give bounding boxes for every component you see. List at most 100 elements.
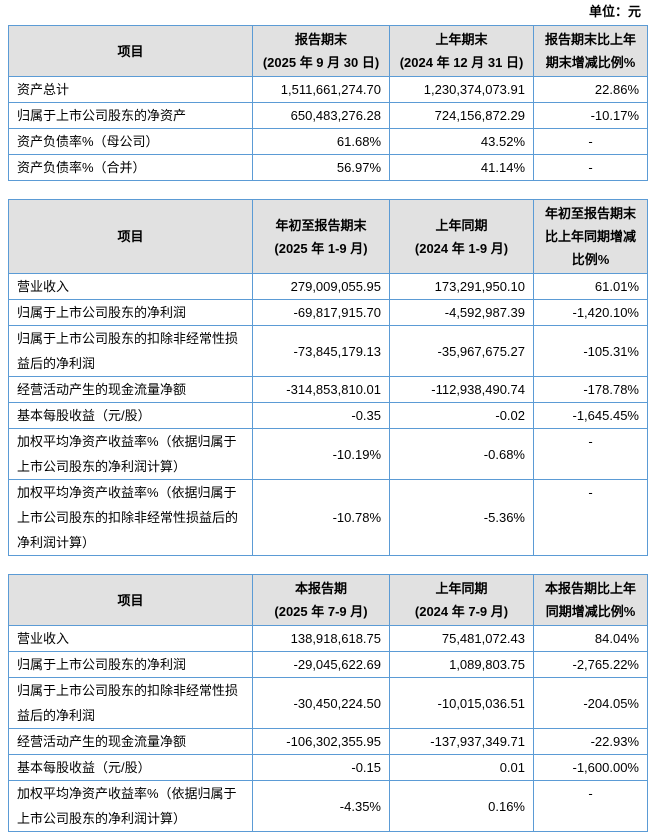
table-row: 加权平均净资产收益率%（依据归属于上市公司股东的扣除非经常性损益后的净利润计算）…	[8, 479, 648, 556]
row-label: 营业收入	[8, 625, 253, 652]
value-prior: -112,938,490.74	[389, 376, 534, 403]
value-current: 279,009,055.95	[252, 273, 390, 300]
value-current: -69,817,915.70	[252, 299, 390, 326]
value-change: -105.31%	[533, 325, 648, 377]
header-prior-period: 上年同期 (2024 年 1-9 月)	[389, 199, 534, 274]
value-change: 22.86%	[533, 76, 648, 103]
value-prior: 43.52%	[389, 128, 534, 155]
value-prior: -137,937,349.71	[389, 728, 534, 755]
table-header-row: 项目 本报告期 (2025 年 7-9 月) 上年同期 (2024 年 7-9 …	[8, 574, 648, 626]
header-item: 项目	[8, 25, 253, 77]
row-label: 营业收入	[8, 273, 253, 300]
table-row: 归属于上市公司股东的净利润 -29,045,622.69 1,089,803.7…	[8, 651, 648, 678]
value-prior: 724,156,872.29	[389, 102, 534, 129]
value-change: 61.01%	[533, 273, 648, 300]
header-prior-period-end: 上年期末 (2024 年 12 月 31 日)	[389, 25, 534, 77]
value-prior: -4,592,987.39	[389, 299, 534, 326]
row-label: 归属于上市公司股东的净资产	[8, 102, 253, 129]
value-current: -10.78%	[252, 479, 390, 556]
value-change: -2,765.22%	[533, 651, 648, 678]
unit-label: 单位：元	[588, 4, 641, 19]
header-item: 项目	[8, 199, 253, 274]
header-current-quarter: 本报告期 (2025 年 7-9 月)	[252, 574, 390, 626]
value-current: 138,918,618.75	[252, 625, 390, 652]
value-prior: 75,481,072.43	[389, 625, 534, 652]
table-row: 归属于上市公司股东的净利润 -69,817,915.70 -4,592,987.…	[8, 299, 648, 326]
header-change-ratio: 报告期末比上年 期末增减比例%	[533, 25, 648, 77]
row-label: 归属于上市公司股东的扣除非经常性损益后的净利润	[8, 677, 253, 729]
value-change: -1,645.45%	[533, 402, 648, 429]
table-period-end-balance: 项目 报告期末 (2025 年 9 月 30 日) 上年期末 (2024 年 1…	[8, 25, 648, 181]
value-change: -1,600.00%	[533, 754, 648, 781]
value-change: -	[533, 780, 648, 832]
value-prior: -5.36%	[389, 479, 534, 556]
table-row: 资产总计 1,511,661,274.70 1,230,374,073.91 2…	[8, 76, 648, 103]
table-current-quarter-income: 项目 本报告期 (2025 年 7-9 月) 上年同期 (2024 年 7-9 …	[8, 574, 648, 832]
row-label: 归属于上市公司股东的净利润	[8, 299, 253, 326]
table-row: 加权平均净资产收益率%（依据归属于上市公司股东的净利润计算） -10.19% -…	[8, 428, 648, 480]
row-label: 经营活动产生的现金流量净额	[8, 376, 253, 403]
value-prior: 0.01	[389, 754, 534, 781]
table-row: 加权平均净资产收益率%（依据归属于上市公司股东的净利润计算） -4.35% 0.…	[8, 780, 648, 832]
table-row: 资产负债率%（母公司） 61.68% 43.52% -	[8, 128, 648, 155]
table-row: 资产负债率%（合并） 56.97% 41.14% -	[8, 154, 648, 181]
table-row: 归属于上市公司股东的扣除非经常性损益后的净利润 -73,845,179.13 -…	[8, 325, 648, 377]
value-current: 1,511,661,274.70	[252, 76, 390, 103]
value-current: 650,483,276.28	[252, 102, 390, 129]
value-current: 61.68%	[252, 128, 390, 155]
value-current: -0.15	[252, 754, 390, 781]
value-change: -204.05%	[533, 677, 648, 729]
value-prior: 1,230,374,073.91	[389, 76, 534, 103]
table-row: 归属于上市公司股东的扣除非经常性损益后的净利润 -30,450,224.50 -…	[8, 677, 648, 729]
table-row: 经营活动产生的现金流量净额 -314,853,810.01 -112,938,4…	[8, 376, 648, 403]
row-label: 资产负债率%（合并）	[8, 154, 253, 181]
row-label: 经营活动产生的现金流量净额	[8, 728, 253, 755]
value-prior: 41.14%	[389, 154, 534, 181]
table-row: 基本每股收益（元/股） -0.15 0.01 -1,600.00%	[8, 754, 648, 781]
header-prior-quarter: 上年同期 (2024 年 7-9 月)	[389, 574, 534, 626]
header-current-period: 年初至报告期末 (2025 年 1-9 月)	[252, 199, 390, 274]
value-change: -22.93%	[533, 728, 648, 755]
row-label: 资产负债率%（母公司）	[8, 128, 253, 155]
value-change: -178.78%	[533, 376, 648, 403]
value-prior: 173,291,950.10	[389, 273, 534, 300]
table-row: 经营活动产生的现金流量净额 -106,302,355.95 -137,937,3…	[8, 728, 648, 755]
value-current: -73,845,179.13	[252, 325, 390, 377]
row-label: 加权平均净资产收益率%（依据归属于上市公司股东的净利润计算）	[8, 428, 253, 480]
value-change: -	[533, 428, 648, 480]
value-change: -1,420.10%	[533, 299, 648, 326]
value-current: 56.97%	[252, 154, 390, 181]
value-current: -314,853,810.01	[252, 376, 390, 403]
header-change-ratio: 年初至报告期末 比上年同期增减 比例%	[533, 199, 648, 274]
table-row: 营业收入 279,009,055.95 173,291,950.10 61.01…	[8, 273, 648, 300]
value-current: -10.19%	[252, 428, 390, 480]
header-change-ratio: 本报告期比上年 同期增减比例%	[533, 574, 648, 626]
value-prior: -0.02	[389, 402, 534, 429]
value-current: -106,302,355.95	[252, 728, 390, 755]
row-label: 资产总计	[8, 76, 253, 103]
row-label: 加权平均净资产收益率%（依据归属于上市公司股东的净利润计算）	[8, 780, 253, 832]
value-change: 84.04%	[533, 625, 648, 652]
table-header-row: 项目 年初至报告期末 (2025 年 1-9 月) 上年同期 (2024 年 1…	[8, 199, 648, 274]
table-row: 营业收入 138,918,618.75 75,481,072.43 84.04%	[8, 625, 648, 652]
row-label: 归属于上市公司股东的净利润	[8, 651, 253, 678]
value-current: -30,450,224.50	[252, 677, 390, 729]
value-change: -	[533, 479, 648, 556]
value-current: -0.35	[252, 402, 390, 429]
value-current: -4.35%	[252, 780, 390, 832]
value-change: -10.17%	[533, 102, 648, 129]
value-change: -	[533, 128, 648, 155]
row-label: 加权平均净资产收益率%（依据归属于上市公司股东的扣除非经常性损益后的净利润计算）	[8, 479, 253, 556]
header-item: 项目	[8, 574, 253, 626]
value-prior: -10,015,036.51	[389, 677, 534, 729]
header-current-period-end: 报告期末 (2025 年 9 月 30 日)	[252, 25, 390, 77]
row-label: 归属于上市公司股东的扣除非经常性损益后的净利润	[8, 325, 253, 377]
table-row: 归属于上市公司股东的净资产 650,483,276.28 724,156,872…	[8, 102, 648, 129]
value-prior: -0.68%	[389, 428, 534, 480]
table-year-to-date-income: 项目 年初至报告期末 (2025 年 1-9 月) 上年同期 (2024 年 1…	[8, 199, 648, 556]
value-prior: -35,967,675.27	[389, 325, 534, 377]
value-prior: 0.16%	[389, 780, 534, 832]
table-header-row: 项目 报告期末 (2025 年 9 月 30 日) 上年期末 (2024 年 1…	[8, 25, 648, 77]
value-current: -29,045,622.69	[252, 651, 390, 678]
table-row: 基本每股收益（元/股） -0.35 -0.02 -1,645.45%	[8, 402, 648, 429]
